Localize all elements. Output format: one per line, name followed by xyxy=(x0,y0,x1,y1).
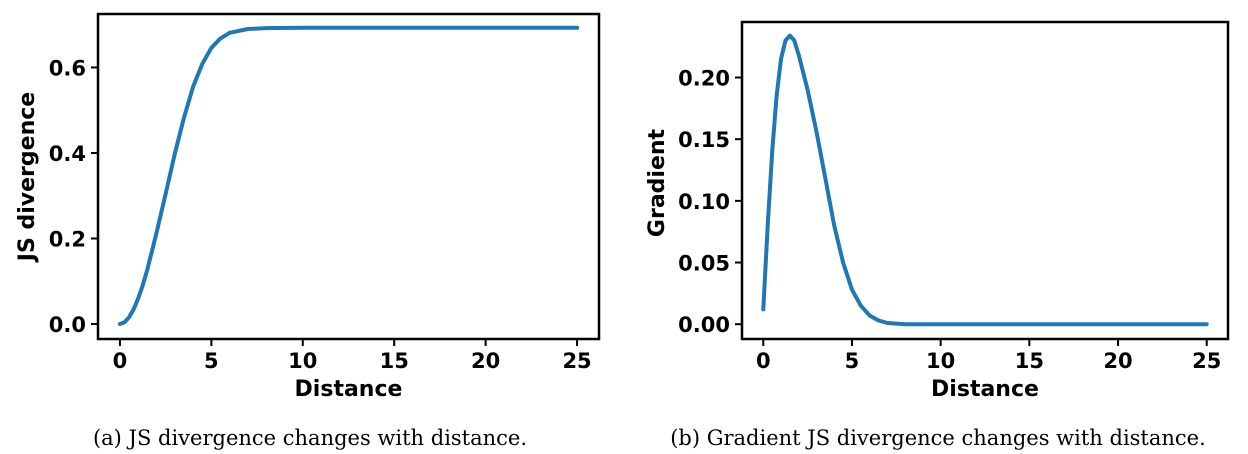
panel-b-x-axis-title: Distance xyxy=(931,377,1039,402)
panel-b-y-axis-title: Gradient xyxy=(645,128,670,237)
panel-a-y-axis-title: JS divergence xyxy=(15,92,40,263)
panel-b-x-tick-label: 0 xyxy=(756,349,771,373)
panel-a-series-line xyxy=(117,25,580,326)
panel-b-caption: (b) Gradient JS divergence changes with … xyxy=(670,426,1206,450)
panel-b-x-tick-label: 10 xyxy=(926,349,955,373)
panel-b-x-tick-label: 15 xyxy=(1015,349,1044,373)
panel-b-series-line xyxy=(761,33,1209,327)
panel-a-plot-frame xyxy=(96,12,601,341)
panel-b-x-tick-label: 25 xyxy=(1192,349,1221,373)
panel-a-y-tick-label: 0.2 xyxy=(49,228,86,252)
panel-a-x-tick-label: 15 xyxy=(380,349,409,373)
panel-b-y-tick-label: 0.10 xyxy=(678,190,730,214)
panel-a-series-group xyxy=(117,25,580,326)
panel-a-x-tick-label: 20 xyxy=(471,349,500,373)
panel-a-caption: (a) JS divergence changes with distance. xyxy=(93,426,527,450)
panel-a-x-tick-label: 25 xyxy=(562,349,591,373)
panel-a-y-tick-label: 0.6 xyxy=(49,56,86,80)
panel-b-gradient: 0 5 10 15 20 250.000.050.100.150.20 Distance … xyxy=(645,20,1230,450)
panel-b-y-tick-label: 0.00 xyxy=(678,313,730,337)
panel-a-y-tick-label: 0.0 xyxy=(49,313,86,337)
panel-b-y-tick-label: 0.20 xyxy=(678,67,730,91)
panel-a-js-divergence: 0 5 10 15 20 25 0.0 0.2 0.4 0.6 Distance JS diver… xyxy=(15,12,601,450)
panel-a-x-tick-label: 5 xyxy=(204,349,219,373)
panel-b-series-group xyxy=(761,33,1209,327)
panel-a-tick-group: 0 5 10 15 20 25 0.0 0.2 0.4 0.6 xyxy=(49,56,592,373)
panel-a-y-tick-label: 0.4 xyxy=(49,142,86,166)
panel-b-x-tick-label: 5 xyxy=(845,349,860,373)
panel-a-x-tick-label: 10 xyxy=(288,349,317,373)
panel-b-tick-group: 0 5 10 15 20 25 0.00 0.05 0.10 0.15 0.20 xyxy=(678,67,1221,373)
panel-b-x-tick-label: 20 xyxy=(1103,349,1132,373)
panel-a-x-tick-label: 0 xyxy=(113,349,128,373)
panel-b-plot-frame xyxy=(740,20,1230,341)
panel-b-y-tick-label: 0.15 xyxy=(678,128,730,152)
panel-b-y-tick-label: 0.05 xyxy=(678,252,730,276)
panel-a-x-axis-title: Distance xyxy=(295,377,403,402)
